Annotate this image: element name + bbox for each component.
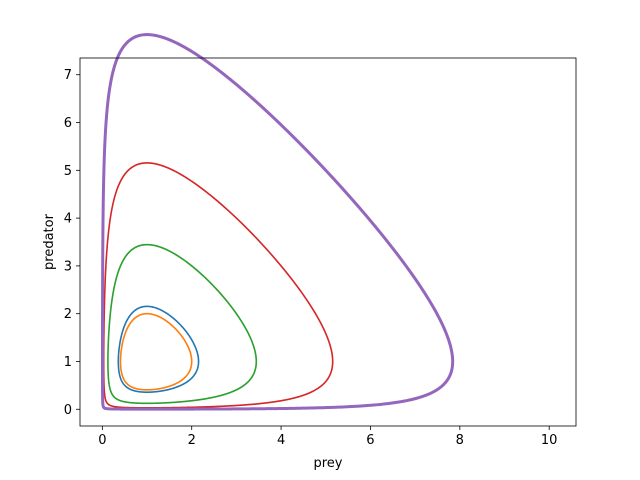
x-tick-label: 4 [277, 433, 285, 448]
y-tick-label: 3 [64, 259, 72, 274]
series-line-1 [117, 305, 200, 393]
y-tick-label: 5 [64, 164, 72, 179]
series-line-3 [107, 243, 258, 405]
plot-frame [79, 57, 577, 427]
x-tick-label: 10 [541, 433, 558, 448]
x-tick-label: 2 [188, 433, 196, 448]
y-tick-label: 6 [64, 116, 72, 131]
y-tick-label: 0 [64, 403, 72, 418]
y-tick-label: 1 [64, 355, 72, 370]
x-tick-label: 0 [98, 433, 106, 448]
series-line-5 [100, 33, 455, 411]
axis-ticks: 0 2 4 6 8 10 0 1 2 3 4 5 6 7 [64, 68, 558, 448]
y-tick-label: 4 [64, 212, 72, 227]
y-tick-label: 2 [64, 307, 72, 322]
plot-curves [100, 33, 455, 411]
x-tick-label: 6 [366, 433, 374, 448]
series-line-4 [102, 162, 334, 409]
series-line-2 [119, 312, 193, 391]
x-tick-label: 8 [456, 433, 464, 448]
y-tick-label: 7 [64, 68, 72, 83]
y-axis-label: predator [42, 213, 57, 270]
x-axis-label: prey [313, 456, 342, 471]
